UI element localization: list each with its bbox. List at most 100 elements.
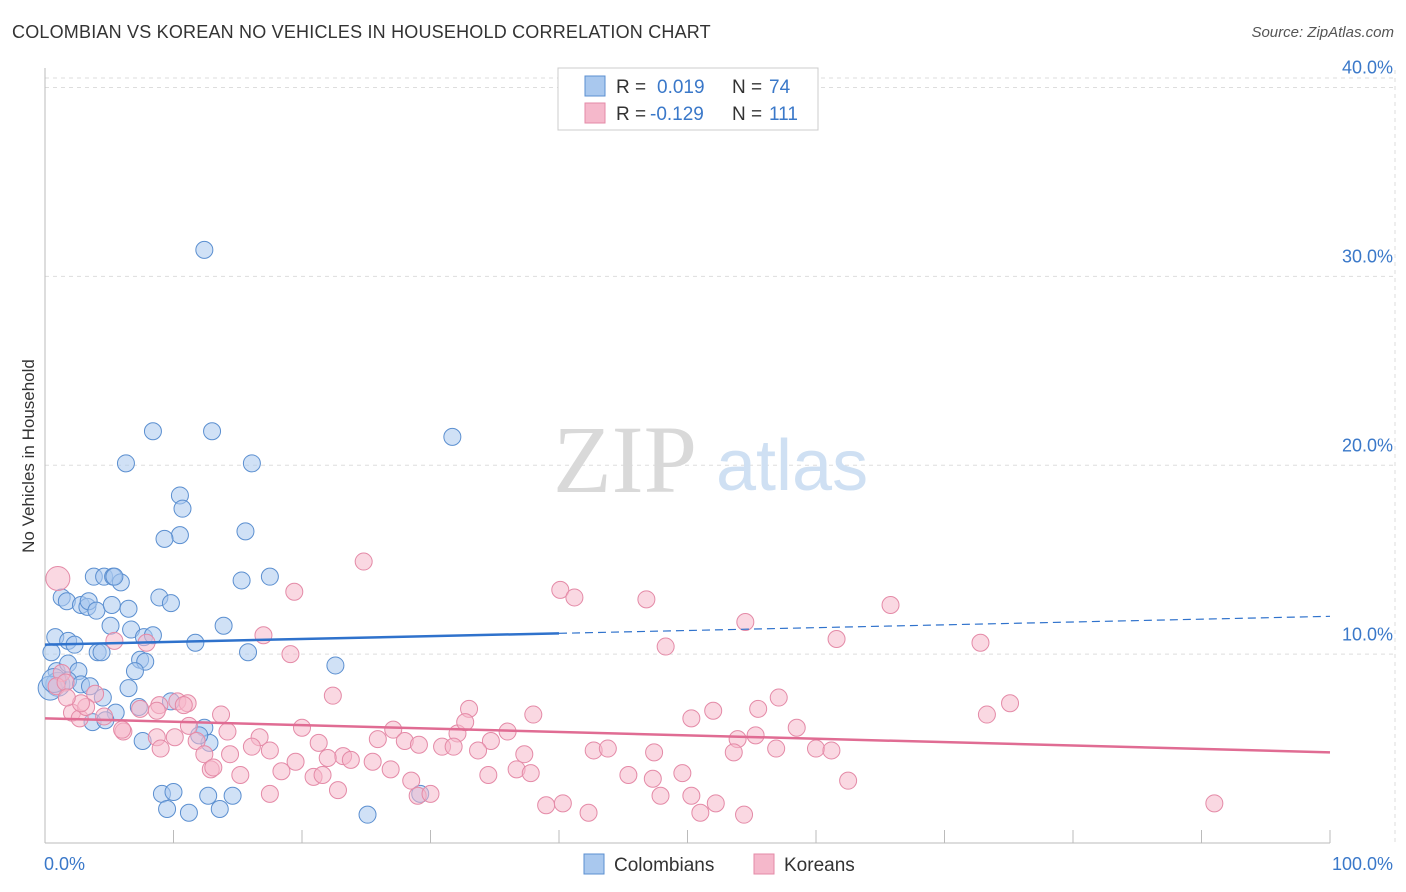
colombian-point-15 [232, 571, 251, 590]
korean-point-42 [368, 730, 387, 749]
korean-point-78 [231, 766, 250, 784]
korean-point-106 [174, 696, 193, 715]
korean-point-91 [260, 784, 279, 803]
korean-point-54 [113, 720, 132, 739]
colombian-point-1 [143, 422, 162, 441]
colombian-point-51 [119, 679, 138, 698]
colombian-point-0 [195, 240, 214, 259]
korean-point-90 [839, 771, 858, 790]
trend-line-colombians [44, 632, 560, 646]
bottom-legend: Colombians Koreans [583, 853, 855, 876]
korean-point-18 [86, 684, 105, 703]
series-koreans [45, 552, 1224, 824]
colombian-point-44 [239, 643, 258, 662]
korean-point-1 [354, 552, 373, 571]
korean-point-10 [971, 633, 990, 652]
y-tick-label-0: 10.0% [1342, 624, 1393, 644]
korean-point-2 [285, 582, 304, 601]
korean-point-3 [551, 580, 570, 599]
colombian-point-70 [358, 805, 377, 824]
colombian-point-9 [155, 529, 174, 548]
korean-point-65 [409, 735, 428, 754]
korean-point-89 [673, 764, 692, 783]
colombian-point-23 [102, 596, 121, 614]
korean-point-57 [195, 745, 214, 764]
korean-point-0 [45, 566, 71, 592]
colombian-point-64 [164, 783, 183, 801]
korean-point-103 [1205, 794, 1224, 813]
korean-point-71 [598, 739, 617, 758]
colombian-point-24 [119, 599, 138, 618]
korean-point-4 [565, 588, 584, 607]
korean-point-6 [881, 596, 900, 614]
korean-point-101 [579, 803, 598, 822]
colombian-point-2 [203, 422, 222, 441]
korean-point-38 [218, 722, 237, 741]
korean-point-108 [318, 749, 337, 767]
korean-point-68 [469, 741, 488, 760]
legend-n-value-2: 111 [769, 104, 798, 125]
korean-point-28 [1001, 694, 1020, 713]
trend-lines [44, 615, 1331, 754]
korean-point-32 [95, 707, 114, 726]
korean-point-96 [553, 794, 572, 813]
colombian-point-3 [443, 427, 462, 446]
bottom-legend-swatch-koreans [753, 853, 775, 875]
korean-point-102 [735, 805, 754, 824]
korean-point-95 [537, 796, 556, 815]
x-tick-label-1: 100.0% [1332, 854, 1393, 874]
bottom-legend-swatch-colombians [583, 853, 605, 875]
colombian-point-10 [236, 522, 255, 541]
legend-n-value-1: 74 [769, 77, 791, 98]
y-tick-label-1: 20.0% [1342, 436, 1393, 456]
y-tick-label-3: 40.0% [1342, 58, 1393, 78]
korean-point-88 [643, 769, 662, 788]
legend-r-label-1: R = [616, 77, 646, 98]
korean-point-23 [323, 686, 342, 705]
korean-point-12 [281, 645, 300, 664]
korean-point-97 [651, 786, 670, 805]
colombian-point-4 [116, 454, 135, 473]
legend-swatch-colombians [584, 75, 606, 97]
legend-n-label-2: N = [732, 104, 762, 125]
korean-point-47 [481, 732, 500, 750]
korean-point-76 [822, 741, 841, 760]
x-tick-label-0: 0.0% [44, 854, 85, 874]
korean-point-98 [682, 786, 701, 805]
y-tick-labels: 10.0% 20.0% 30.0% 40.0% [1342, 58, 1393, 645]
bottom-legend-colombians: Colombians [614, 855, 714, 876]
legend-swatch-koreans [584, 102, 606, 124]
watermark: ZIP atlas [553, 406, 868, 513]
korean-point-9 [827, 630, 846, 648]
korean-point-81 [313, 766, 332, 784]
legend-n-label-1: N = [732, 77, 762, 98]
colombian-point-53 [125, 662, 144, 681]
trend-line-koreans [44, 717, 1331, 754]
colombian-point-66 [223, 786, 242, 805]
korean-point-7 [736, 613, 755, 631]
korean-point-26 [749, 699, 768, 718]
korean-point-105 [147, 701, 166, 720]
colombian-point-45 [326, 656, 345, 675]
colombian-point-5 [242, 454, 261, 473]
y-axis-label: No Vehicles in Household [19, 359, 38, 553]
korean-point-41 [309, 733, 328, 752]
korean-point-72 [645, 743, 664, 762]
korean-point-56 [187, 732, 206, 750]
korean-point-63 [341, 750, 360, 769]
korean-point-99 [706, 794, 725, 813]
korean-point-36 [179, 716, 198, 735]
korean-point-19 [131, 699, 150, 718]
korean-point-59 [242, 737, 261, 756]
source-credit: Source: ZipAtlas.com [1251, 24, 1394, 41]
colombian-point-36 [186, 633, 205, 652]
korean-point-40 [293, 718, 311, 737]
colombian-point-65 [199, 786, 218, 805]
y-tick-label-2: 30.0% [1342, 247, 1393, 267]
korean-point-37 [212, 705, 231, 724]
korean-point-50 [704, 701, 723, 720]
korean-point-58 [221, 745, 240, 764]
colombian-point-32 [101, 616, 120, 635]
korean-point-67 [444, 737, 463, 756]
